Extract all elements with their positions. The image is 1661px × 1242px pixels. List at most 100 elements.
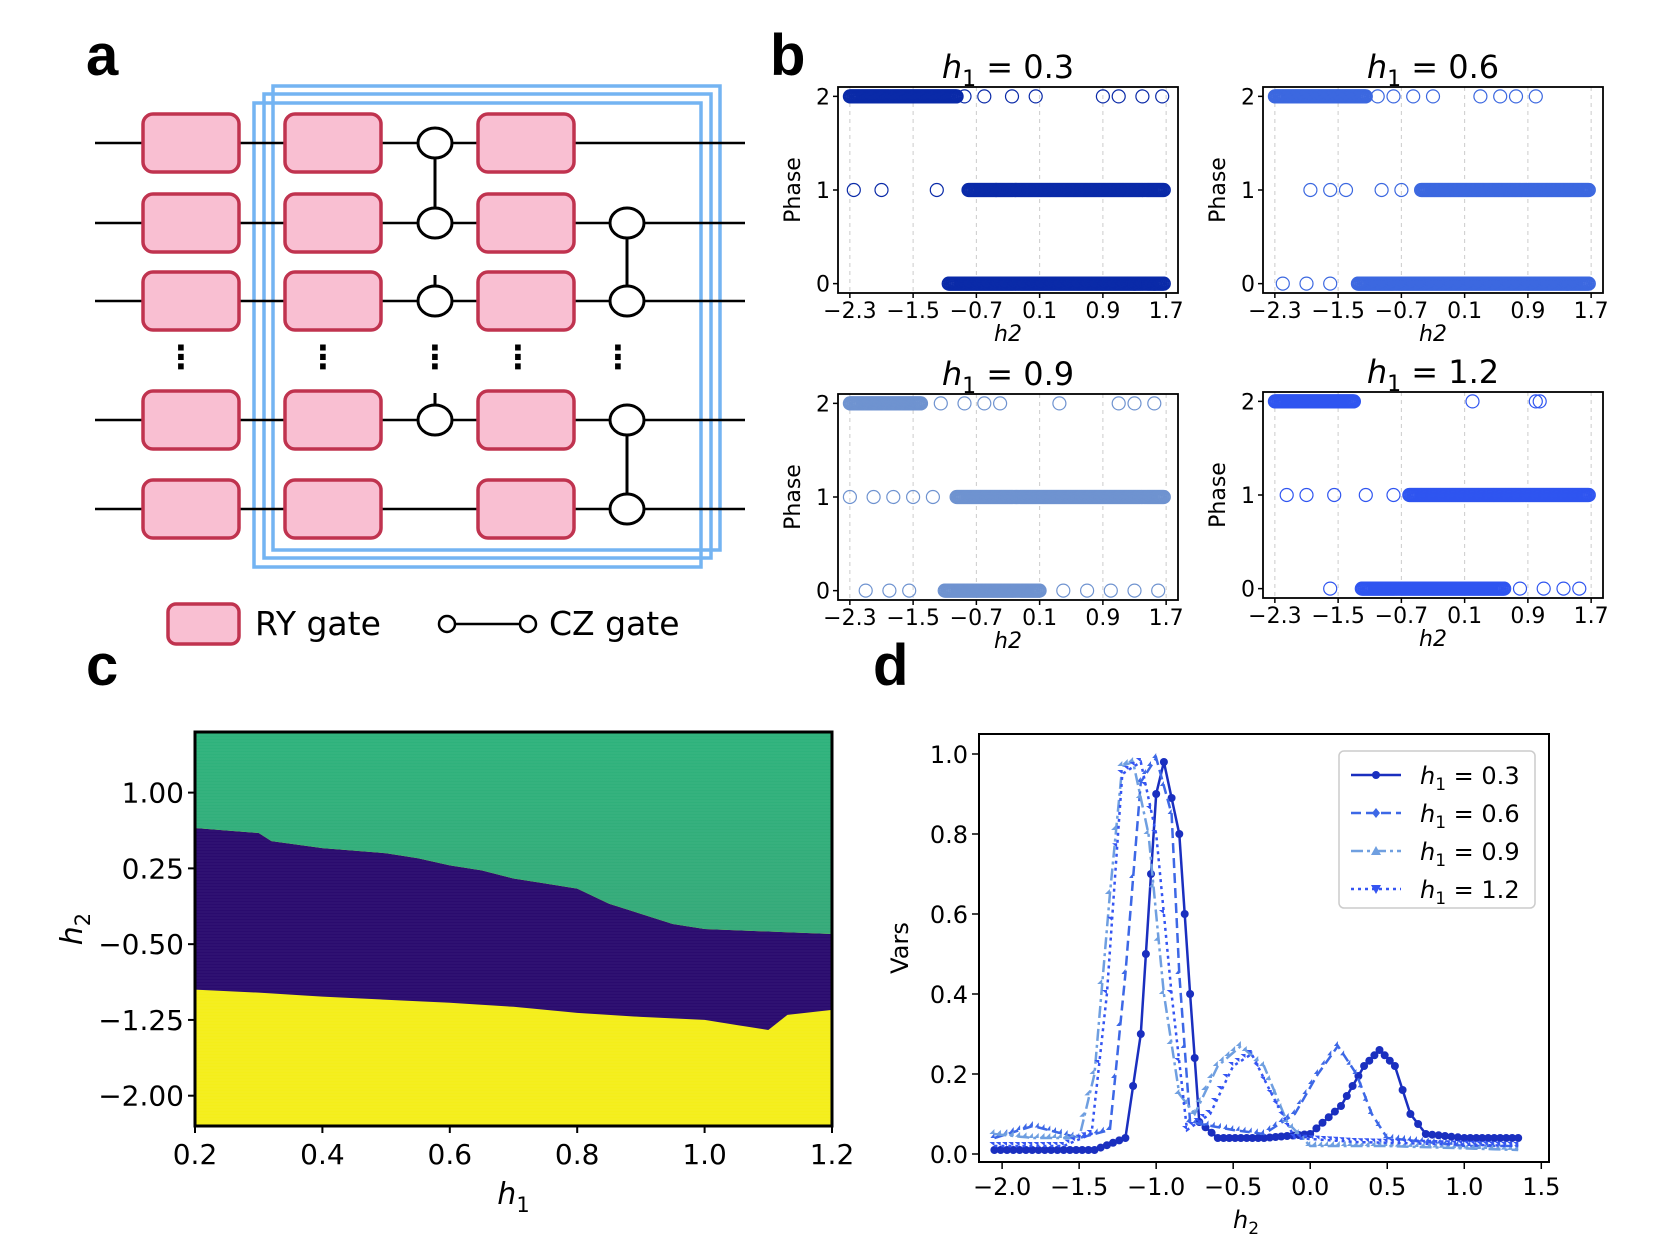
x-axis-label: h1 bbox=[497, 1177, 529, 1217]
series-marker bbox=[1490, 1134, 1499, 1142]
x-tick-label-2: −0.7 bbox=[1375, 299, 1428, 324]
series-marker bbox=[1500, 1141, 1506, 1146]
series-marker bbox=[1064, 1139, 1070, 1144]
series-marker bbox=[1430, 1137, 1435, 1143]
y-tick-label-2: 2 bbox=[816, 392, 830, 417]
series-marker bbox=[1302, 1089, 1307, 1095]
series-marker bbox=[1469, 1143, 1475, 1149]
series-marker bbox=[1463, 1143, 1469, 1149]
series-marker bbox=[1190, 1054, 1199, 1062]
legend-cz-label: CZ gate bbox=[549, 604, 680, 643]
series-marker bbox=[1152, 790, 1161, 798]
series-marker bbox=[1334, 1141, 1340, 1147]
series-marker bbox=[1311, 1141, 1317, 1147]
data-point bbox=[977, 89, 992, 104]
series-marker bbox=[1129, 873, 1134, 879]
series-marker bbox=[996, 1146, 1005, 1154]
data-point bbox=[1556, 581, 1571, 596]
series-marker bbox=[1230, 1046, 1236, 1052]
series-marker bbox=[1056, 1133, 1062, 1139]
series-marker bbox=[1078, 1146, 1087, 1154]
series-marker bbox=[1364, 1141, 1370, 1147]
x-tick-label-3: 0.1 bbox=[1447, 604, 1482, 629]
series-marker bbox=[1084, 1090, 1090, 1096]
series-marker bbox=[1240, 1054, 1246, 1059]
series-marker bbox=[1021, 1146, 1030, 1154]
data-point bbox=[858, 583, 873, 598]
series-marker bbox=[1380, 1051, 1389, 1060]
series-marker bbox=[1382, 1138, 1388, 1143]
series-marker bbox=[1357, 1138, 1363, 1143]
series-marker bbox=[1075, 1134, 1081, 1139]
series-marker bbox=[1021, 1132, 1027, 1138]
data-point bbox=[1528, 394, 1543, 409]
cz-node-a1 bbox=[416, 126, 454, 160]
legend-label-1: h1 = 0.3 bbox=[1420, 762, 1520, 795]
x-tick-label-5: 1.7 bbox=[1149, 606, 1184, 631]
series-marker bbox=[1296, 1134, 1302, 1139]
y-tick-label-0: 0 bbox=[1241, 273, 1255, 298]
data-point bbox=[1135, 89, 1150, 104]
series-marker bbox=[1254, 1134, 1263, 1142]
y-tick-label-0: 0 bbox=[816, 273, 830, 298]
series-marker bbox=[1123, 766, 1129, 771]
series-marker bbox=[1277, 1132, 1286, 1141]
series-marker bbox=[1052, 1142, 1058, 1147]
series-marker bbox=[1395, 1134, 1400, 1140]
series-marker bbox=[1051, 1133, 1057, 1139]
series-marker bbox=[1186, 990, 1195, 998]
y-tick-label-1: 0.25 bbox=[122, 852, 184, 885]
series-marker bbox=[1436, 1138, 1441, 1144]
series-marker bbox=[1236, 1134, 1245, 1142]
series-marker bbox=[1401, 1134, 1406, 1140]
x-axis-label: h2 bbox=[1419, 627, 1447, 652]
ry-gate-c2-r4 bbox=[283, 389, 383, 451]
y-tick-label-3: 0.6 bbox=[930, 901, 968, 929]
series-marker bbox=[1365, 1056, 1374, 1065]
series-marker bbox=[1109, 1138, 1117, 1147]
legend-sub: 1 bbox=[1435, 851, 1446, 871]
series-marker bbox=[1040, 1146, 1049, 1154]
x-axis-label-sub: 1 bbox=[516, 1193, 529, 1217]
ry-gate-c2-r1 bbox=[283, 112, 383, 174]
series-marker bbox=[1115, 1136, 1124, 1145]
y-tick-label-0: 0 bbox=[816, 580, 830, 605]
series-marker bbox=[1434, 1131, 1443, 1140]
data-point bbox=[1406, 89, 1421, 104]
ry-gate-c3-r5 bbox=[476, 478, 576, 540]
series-marker bbox=[1496, 1134, 1505, 1142]
data-point bbox=[842, 489, 858, 505]
series-marker bbox=[1059, 1146, 1068, 1154]
series-marker bbox=[1231, 1134, 1240, 1142]
series-marker bbox=[1121, 1134, 1130, 1142]
data-point bbox=[1560, 276, 1575, 291]
series-marker bbox=[1362, 1095, 1367, 1101]
series-marker bbox=[1253, 1063, 1259, 1068]
data-point bbox=[1528, 89, 1543, 104]
series-marker bbox=[1079, 1111, 1085, 1117]
series-marker bbox=[1228, 1062, 1234, 1067]
series-marker bbox=[1426, 1139, 1432, 1144]
series-marker bbox=[1472, 1134, 1481, 1142]
data-point bbox=[1386, 487, 1401, 503]
x-tick-label-0: −2.3 bbox=[823, 299, 876, 324]
data-point bbox=[1572, 581, 1587, 596]
data-point bbox=[1581, 487, 1596, 503]
x-tick-label-6: 1.0 bbox=[1445, 1173, 1483, 1201]
data-point bbox=[1156, 489, 1171, 505]
x-tick-label-7: 1.5 bbox=[1522, 1173, 1560, 1201]
x-tick-label-2: −1.0 bbox=[1127, 1173, 1185, 1201]
data-point bbox=[1279, 487, 1294, 503]
series-marker bbox=[1135, 758, 1141, 763]
legend-label-2: h1 = 0.6 bbox=[1420, 800, 1520, 833]
series-marker bbox=[1260, 1134, 1268, 1142]
subplot-title: h1 = 0.3 bbox=[942, 48, 1074, 92]
legend-cz-right-node bbox=[518, 614, 538, 634]
data-point bbox=[1275, 276, 1290, 291]
y-tick-label-2: 0.4 bbox=[930, 981, 968, 1009]
series-marker bbox=[1367, 1109, 1372, 1115]
series-marker bbox=[1370, 1138, 1376, 1143]
series-marker bbox=[1002, 1130, 1008, 1136]
series-marker bbox=[1305, 1141, 1311, 1147]
